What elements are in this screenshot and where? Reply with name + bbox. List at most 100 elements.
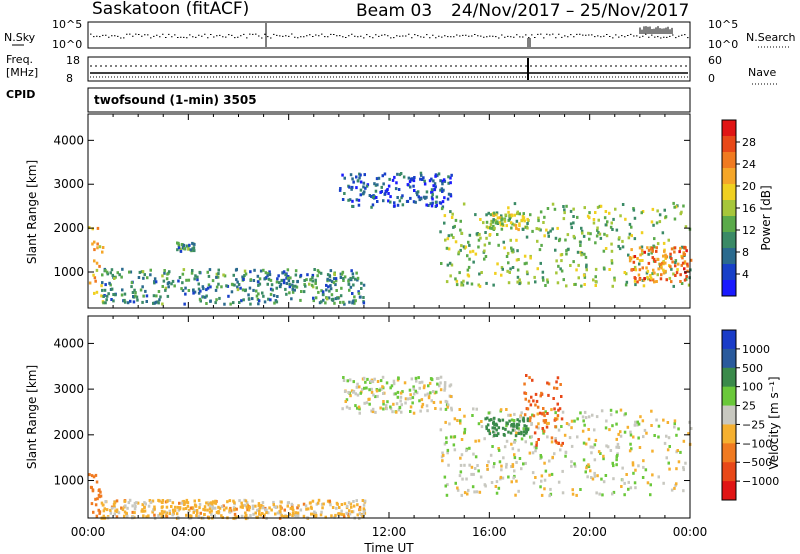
power-cell xyxy=(613,278,616,282)
power-ytick-label: 4000 xyxy=(53,133,84,147)
power-cell xyxy=(492,214,495,217)
velocity-cell xyxy=(362,376,366,380)
velocity-cell xyxy=(133,511,136,515)
velocity-cell xyxy=(404,397,408,401)
power-cell xyxy=(180,287,183,291)
velocity-cell xyxy=(623,430,627,434)
power-cell xyxy=(181,272,185,276)
power-cell xyxy=(683,278,687,282)
velocity-cell xyxy=(188,508,191,512)
power-cell xyxy=(332,281,336,285)
velocity-cell xyxy=(340,512,344,516)
power-cell xyxy=(446,263,450,267)
power-cell xyxy=(284,273,287,277)
power-cell xyxy=(455,279,459,283)
power-cell xyxy=(470,282,474,286)
power-cbar-label: Power [dB] xyxy=(759,185,773,250)
velocity-cell xyxy=(642,459,645,463)
velocity-cell xyxy=(585,464,589,468)
velocity-cell xyxy=(358,385,361,389)
power-cell xyxy=(359,180,363,184)
velocity-cell xyxy=(628,449,632,453)
velocity-cell xyxy=(117,511,121,515)
power-cell xyxy=(525,261,528,265)
velocity-cell xyxy=(131,504,134,508)
velocity-cell xyxy=(259,513,262,517)
power-colorbar-tick: 8 xyxy=(742,246,749,259)
power-cell xyxy=(433,188,436,192)
velocity-cell xyxy=(657,435,660,439)
power-cell xyxy=(541,270,545,274)
velocity-cell xyxy=(296,506,299,510)
power-cell xyxy=(485,220,489,224)
power-cell xyxy=(242,278,245,281)
power-cell xyxy=(252,279,256,282)
velocity-cell xyxy=(88,473,91,477)
velocity-cell xyxy=(600,477,603,481)
power-cell xyxy=(491,220,495,224)
velocity-cell xyxy=(507,413,510,417)
velocity-cell xyxy=(526,419,530,423)
power-cell xyxy=(134,291,137,295)
power-colorbar-tick: 20 xyxy=(742,180,756,193)
velocity-cell xyxy=(629,433,633,437)
power-cell xyxy=(325,297,329,301)
velocity-cell xyxy=(419,409,422,413)
velocity-cell xyxy=(128,498,132,502)
velocity-cell xyxy=(620,485,623,488)
velocity-cell xyxy=(493,426,497,430)
power-cell xyxy=(265,276,268,280)
power-cell xyxy=(664,261,667,265)
power-cell xyxy=(232,273,235,277)
velocity-cell xyxy=(161,501,164,504)
velocity-cell xyxy=(412,385,415,389)
power-cell xyxy=(560,259,563,263)
power-cell xyxy=(517,258,520,261)
power-cell xyxy=(645,266,648,270)
power-colorbar-segment xyxy=(722,248,736,265)
velocity-cell xyxy=(512,424,515,428)
velocity-cell xyxy=(458,474,462,478)
velocity-cell xyxy=(634,468,637,472)
velocity-cell xyxy=(265,511,268,514)
power-cell xyxy=(397,188,401,191)
power-cell xyxy=(572,221,575,225)
power-cell xyxy=(114,275,117,279)
power-cell xyxy=(686,264,689,268)
power-cell xyxy=(269,278,273,282)
power-cell xyxy=(163,271,166,275)
power-cell xyxy=(643,277,646,281)
velocity-cell xyxy=(510,442,513,446)
power-cell xyxy=(612,217,615,221)
velocity-cell xyxy=(468,446,471,450)
velocity-cell xyxy=(91,489,95,493)
velocity-cell xyxy=(259,506,262,510)
velocity-cell xyxy=(389,407,393,411)
velocity-cell xyxy=(633,481,637,485)
velocity-cell xyxy=(532,481,536,485)
power-cell xyxy=(672,201,675,205)
velocity-cell xyxy=(539,394,542,398)
power-cell xyxy=(471,249,475,253)
power-cell xyxy=(683,267,686,271)
velocity-cell xyxy=(662,481,665,485)
velocity-cell xyxy=(511,463,515,467)
velocity-colorbar-tick: 500 xyxy=(742,362,763,375)
power-cell xyxy=(508,217,511,221)
power-cell xyxy=(597,231,600,235)
power-cell xyxy=(355,175,358,179)
velocity-cell xyxy=(267,511,270,515)
velocity-cell xyxy=(157,498,160,502)
power-cell xyxy=(637,273,641,277)
power-cell xyxy=(236,285,239,289)
velocity-cell xyxy=(509,431,513,435)
velocity-cell xyxy=(673,422,676,426)
power-cell xyxy=(202,295,205,299)
power-cell xyxy=(510,246,513,250)
power-cell xyxy=(96,226,100,230)
velocity-cell xyxy=(667,461,670,465)
velocity-cell xyxy=(444,484,447,488)
velocity-cell xyxy=(279,504,282,508)
velocity-cell xyxy=(534,476,537,479)
power-cell xyxy=(660,266,663,270)
